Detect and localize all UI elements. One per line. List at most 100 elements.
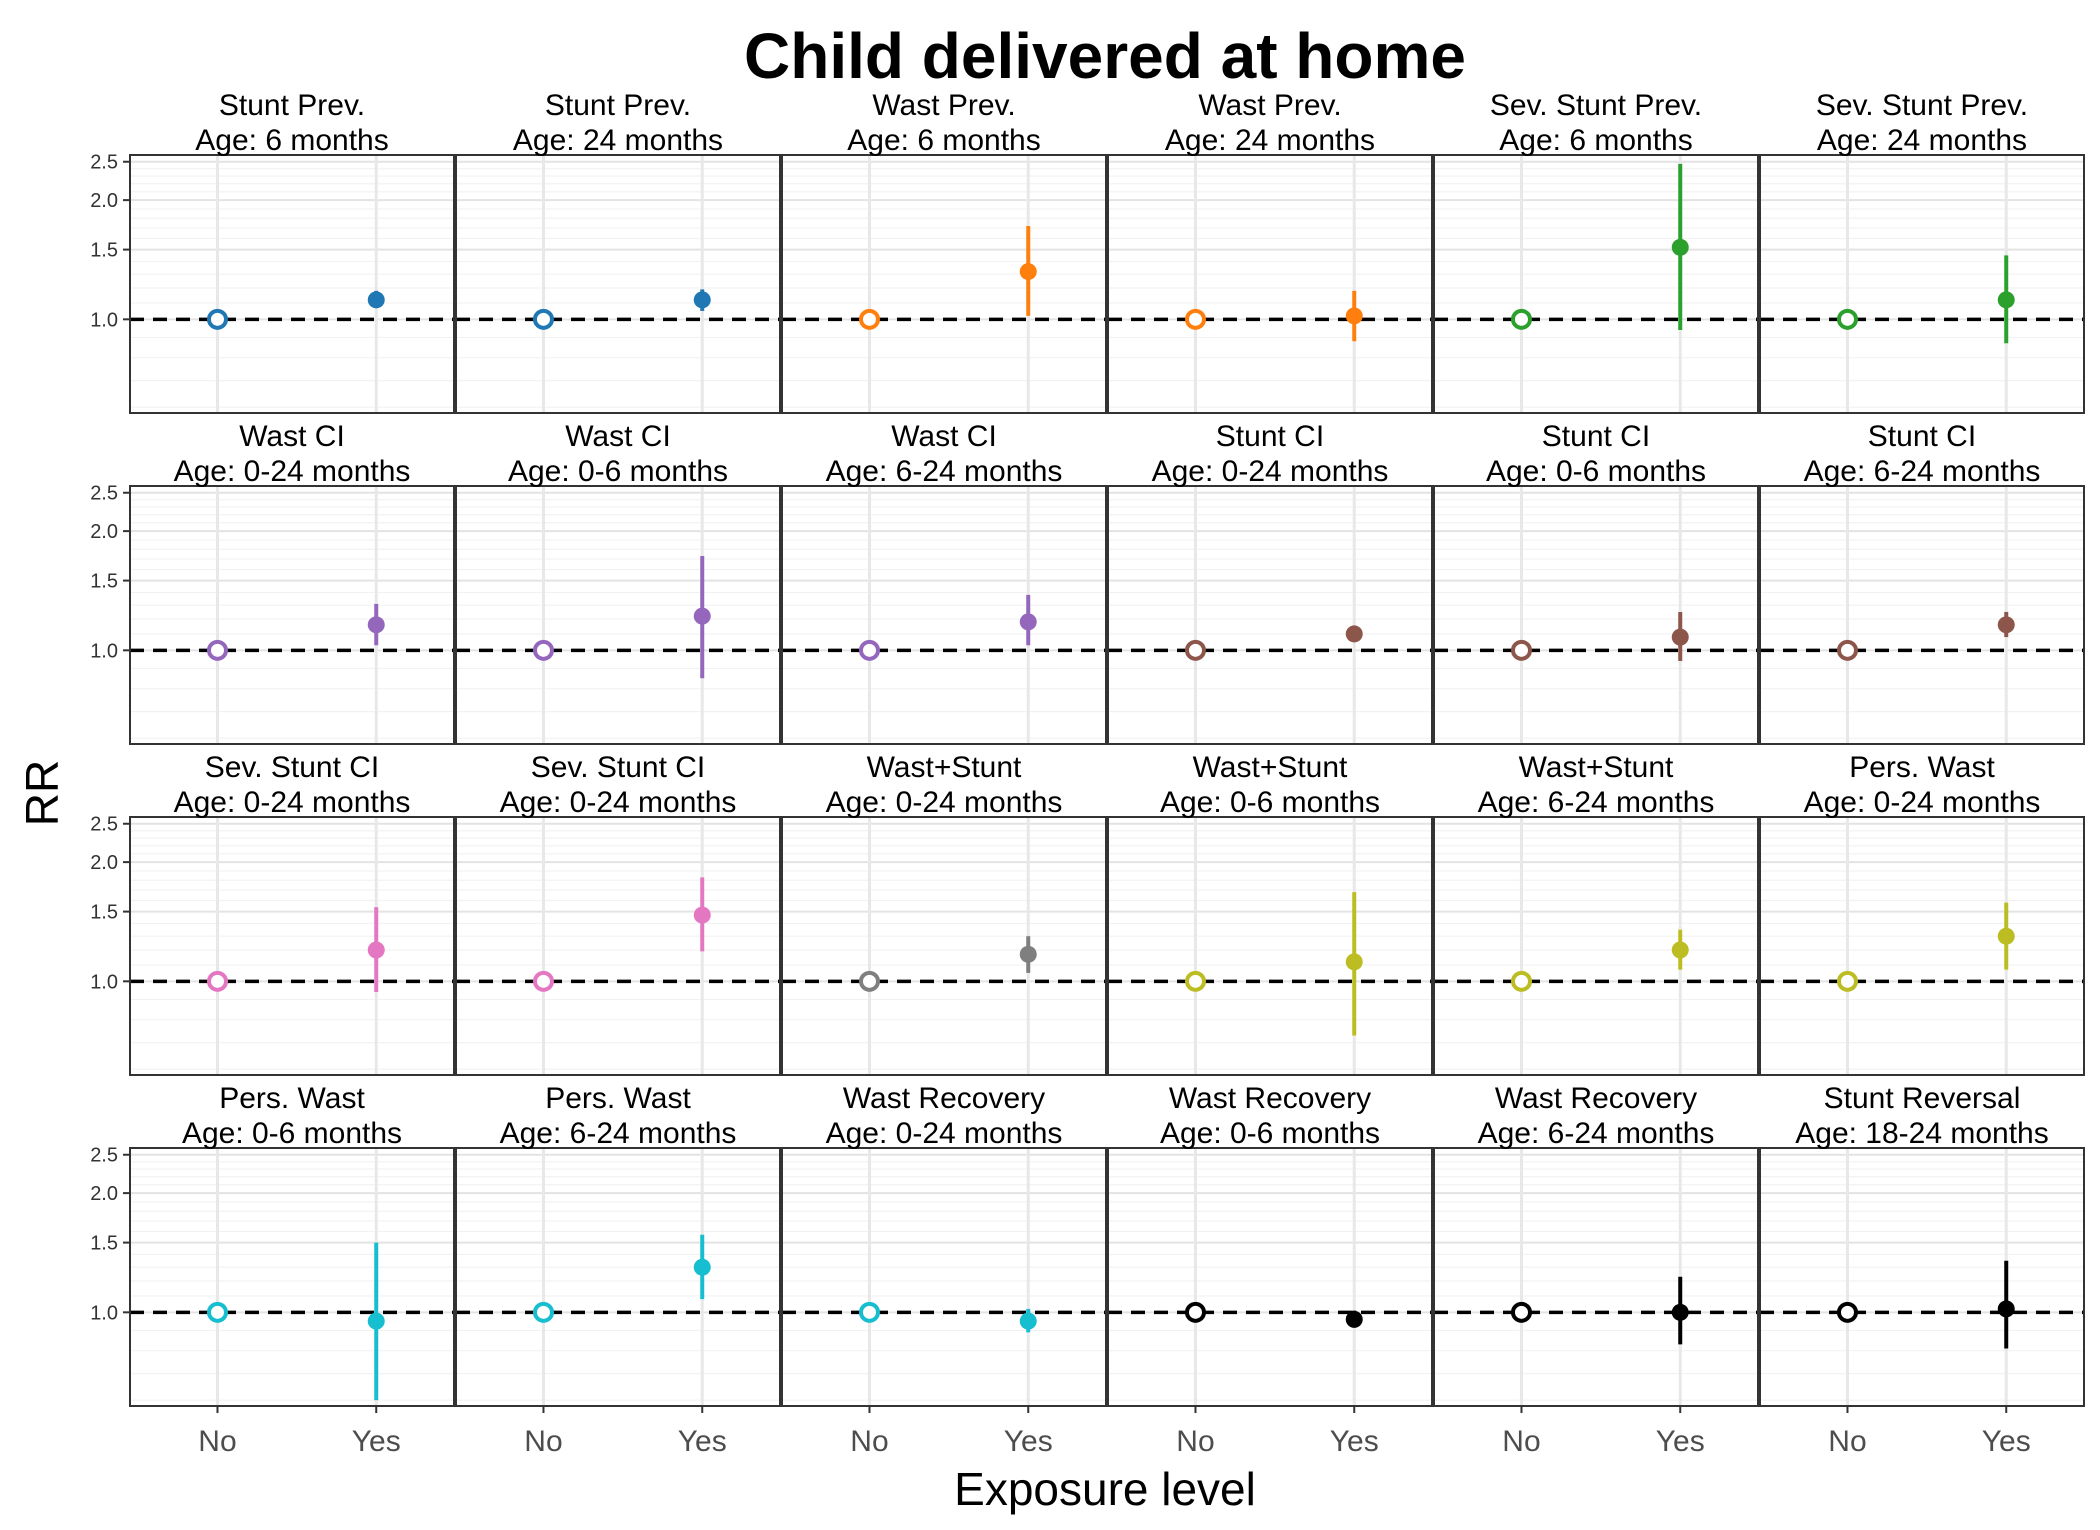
estimate-point <box>693 607 711 625</box>
panel-age-label: Age: 24 months <box>1817 124 2027 157</box>
reference-point <box>1836 1301 1858 1323</box>
panel-background <box>1434 817 1758 1075</box>
panel-age-label: Age: 0-6 months <box>508 455 728 488</box>
panel-border <box>1107 485 1433 745</box>
y-tick-label: 1.0 <box>90 1302 118 1324</box>
panel-outcome-label: Sev. Stunt CI <box>205 751 380 784</box>
panel-age-label: Age: 6 months <box>1499 124 1692 157</box>
estimate-point <box>1671 1303 1689 1321</box>
panel-age-label: Age: 0-6 months <box>1160 786 1380 819</box>
panel-border <box>1433 1147 1759 1407</box>
reference-point <box>206 308 228 330</box>
panel-border <box>129 485 455 745</box>
panel-border <box>1107 1147 1433 1407</box>
reference-point <box>1184 1301 1206 1323</box>
panel-border <box>1759 485 2085 745</box>
panel-outcome-label: Wast Recovery <box>1169 1082 1371 1115</box>
panel-age-label: Age: 6 months <box>195 124 388 157</box>
reference-point <box>858 308 880 330</box>
reference-point <box>1184 970 1206 992</box>
x-tick-label: Yes <box>678 1425 727 1458</box>
estimate-point <box>1997 291 2015 309</box>
estimate-point <box>1997 1300 2015 1318</box>
panel-outcome-label: Wast+Stunt <box>867 751 1022 784</box>
x-tick-label: Yes <box>1982 1425 2031 1458</box>
panel-border <box>781 485 1107 745</box>
panel-border <box>1759 1147 2085 1407</box>
x-tick-label: Yes <box>352 1425 401 1458</box>
y-tick-label: 1.5 <box>90 902 118 924</box>
panel-background <box>1108 817 1432 1075</box>
estimate-point <box>1345 625 1363 643</box>
estimate-point <box>367 291 385 309</box>
panel-background <box>1108 1148 1432 1406</box>
panel-age-label: Age: 0-24 months <box>1804 786 2041 819</box>
panel-background <box>130 486 454 744</box>
estimate-point <box>1671 238 1689 256</box>
panel-border <box>781 154 1107 414</box>
panel-background <box>1760 1148 2084 1406</box>
estimate-point <box>1019 613 1037 631</box>
y-tick-label: 2.5 <box>90 1145 118 1167</box>
reference-point <box>1510 308 1532 330</box>
estimate-point <box>1997 927 2015 945</box>
y-tick-label: 2.0 <box>90 852 118 874</box>
reference-point <box>1510 1301 1532 1323</box>
panel-age-label: Age: 6-24 months <box>1478 786 1715 819</box>
panel-border <box>781 816 1107 1076</box>
panel-outcome-label: Sev. Stunt Prev. <box>1490 89 1702 122</box>
panel-outcome-label: Stunt CI <box>1542 420 1650 453</box>
panel-age-label: Age: 0-6 months <box>1486 455 1706 488</box>
panel-border <box>455 816 781 1076</box>
panel-border <box>455 485 781 745</box>
reference-point <box>206 970 228 992</box>
panel-outcome-label: Stunt CI <box>1216 420 1324 453</box>
x-tick-label: Yes <box>1004 1425 1053 1458</box>
reference-point <box>1510 970 1532 992</box>
reference-point <box>1184 639 1206 661</box>
panel-background <box>782 155 1106 413</box>
reference-point <box>532 639 554 661</box>
panel-background <box>1108 486 1432 744</box>
panel-outcome-label: Wast Prev. <box>1198 89 1341 122</box>
panel-outcome-label: Pers. Wast <box>545 1082 691 1115</box>
panel-background <box>130 817 454 1075</box>
panel-background <box>1760 486 2084 744</box>
estimate-point <box>1671 941 1689 959</box>
panel-border <box>1433 816 1759 1076</box>
estimate-point <box>1345 1310 1363 1328</box>
panel-age-label: Age: 18-24 months <box>1795 1117 2049 1150</box>
x-tick-label: No <box>1502 1425 1540 1458</box>
panel-outcome-label: Pers. Wast <box>1849 751 1995 784</box>
panel-background <box>1760 817 2084 1075</box>
reference-point <box>858 1301 880 1323</box>
panel-border <box>129 1147 455 1407</box>
panel-age-label: Age: 0-24 months <box>1152 455 1389 488</box>
panel-outcome-label: Wast Recovery <box>1495 1082 1697 1115</box>
panel-background <box>456 155 780 413</box>
panel-background <box>782 1148 1106 1406</box>
panel-border <box>455 1147 781 1407</box>
reference-point <box>532 970 554 992</box>
estimate-point <box>693 906 711 924</box>
x-tick-label: No <box>524 1425 562 1458</box>
y-tick-label: 2.0 <box>90 521 118 543</box>
panel-background <box>1760 155 2084 413</box>
panel-age-label: Age: 6-24 months <box>1478 1117 1715 1150</box>
panel-age-label: Age: 6 months <box>847 124 1040 157</box>
panel-border <box>129 816 455 1076</box>
estimate-point <box>1671 628 1689 646</box>
panel-age-label: Age: 0-24 months <box>174 455 411 488</box>
reference-point <box>206 639 228 661</box>
panel-age-label: Age: 6-24 months <box>826 455 1063 488</box>
estimate-point <box>693 1258 711 1276</box>
x-tick-label: No <box>198 1425 236 1458</box>
facet-panel: Stunt Prev.Age: 6 months 1.0 1.5 2.0 2.5 <box>90 89 455 414</box>
